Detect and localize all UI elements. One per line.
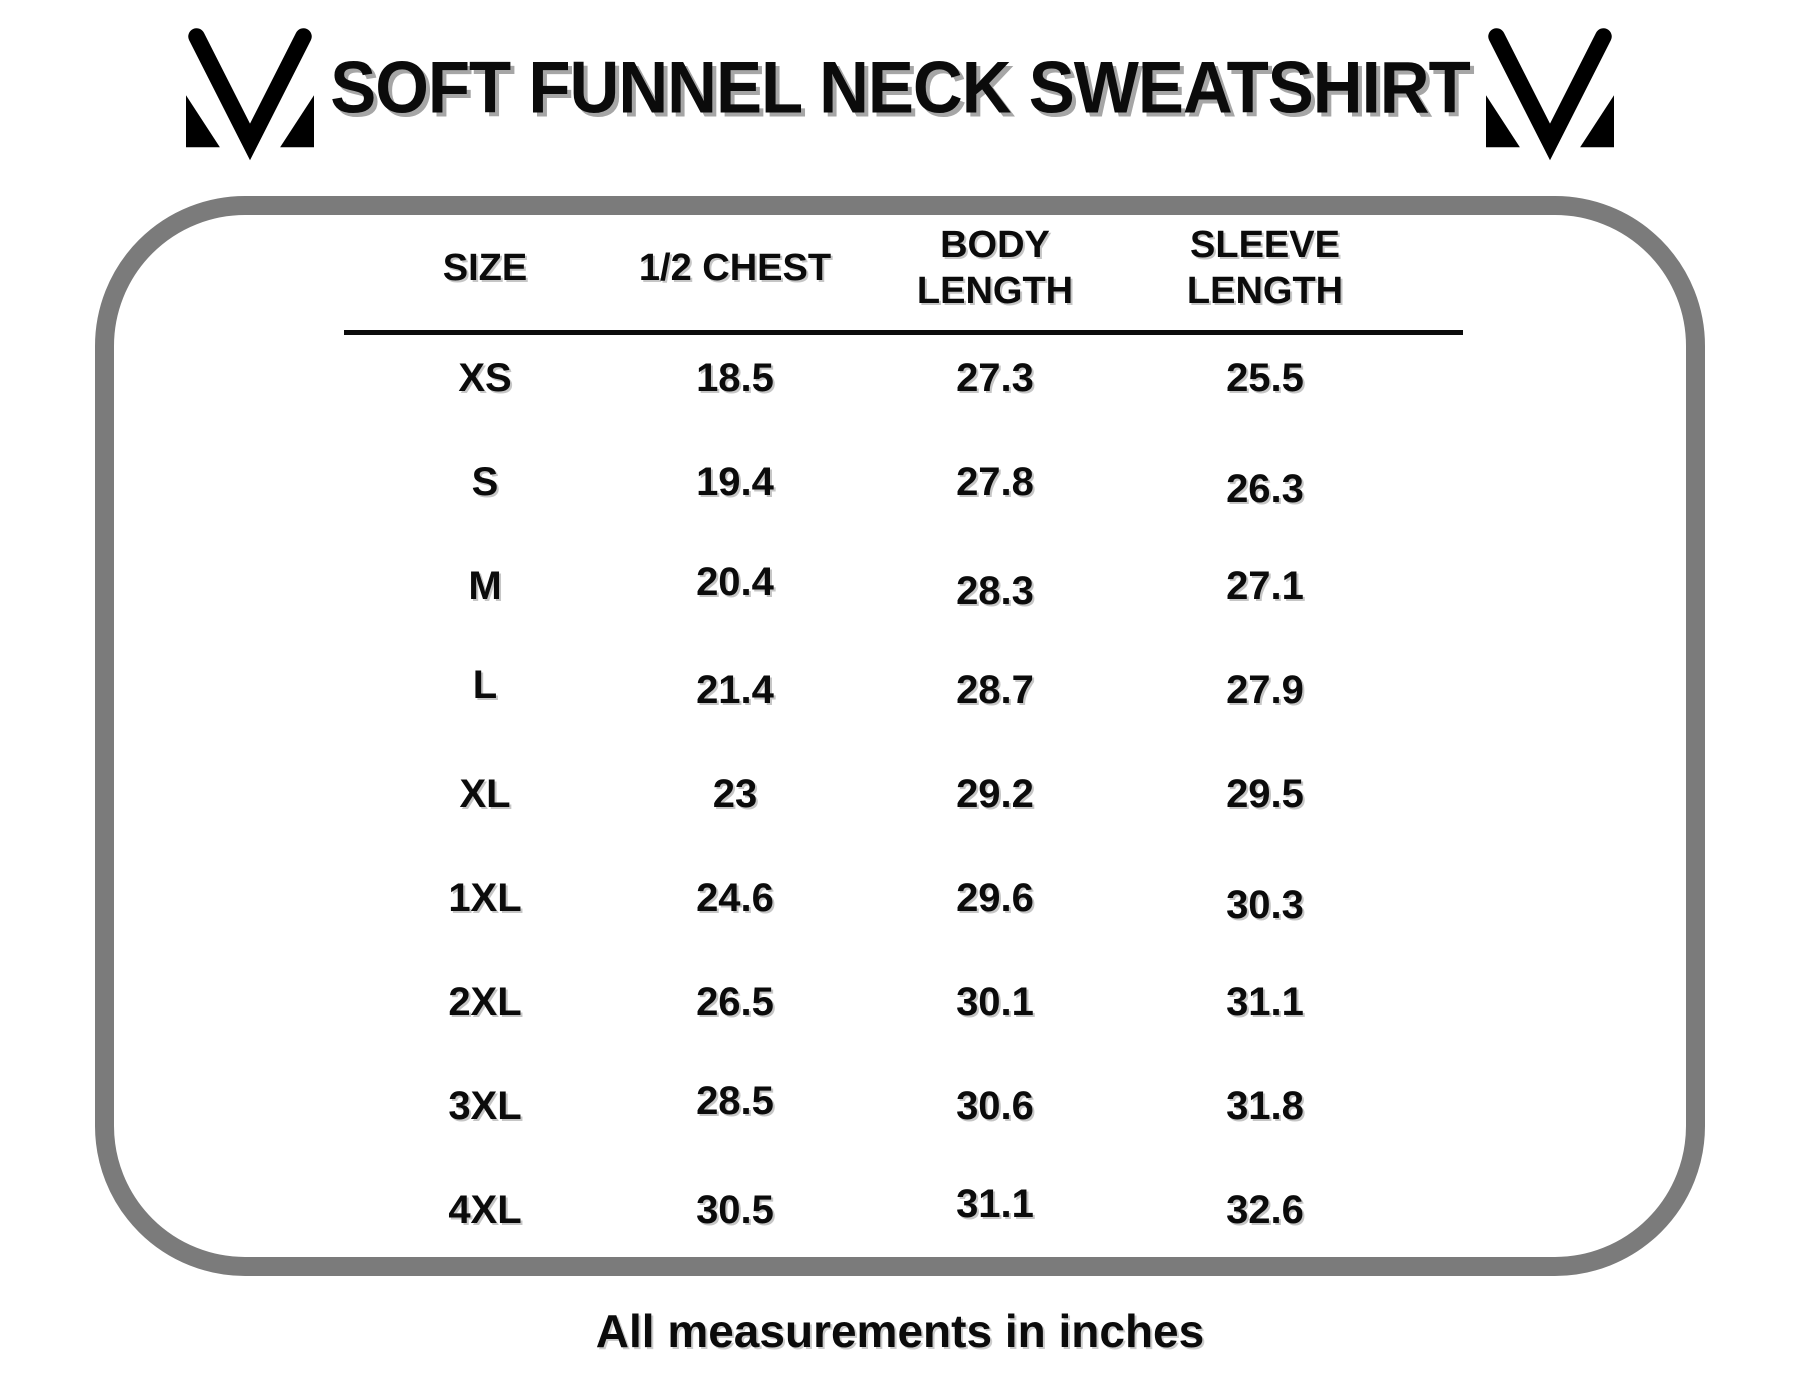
measurements-note: All measurements in inches: [595, 1305, 1205, 1357]
column-header-line: SLEEVE: [1190, 224, 1340, 266]
column-header-line: LENGTH: [1186, 270, 1344, 312]
column-header-size: SIZE: [360, 210, 610, 326]
sleeve-length-value: 32.6: [1226, 1187, 1304, 1232]
size-label: L: [472, 662, 498, 707]
half-chest-value: 21.4: [696, 667, 774, 712]
table-row-l: L 21.4 28.7 27.9: [360, 638, 1400, 742]
half-chest-value: 30.5: [696, 1187, 774, 1232]
table-row-xl: XL 23 29.2 29.5: [360, 742, 1400, 846]
size-label: 3XL: [448, 1083, 522, 1128]
sleeve-length-value: 30.3: [1226, 882, 1304, 927]
size-label: S: [471, 459, 499, 504]
body-length-value: 31.1: [956, 1181, 1034, 1226]
column-header-sleeve-length: SLEEVE LENGTH: [1130, 210, 1400, 326]
column-header-row: SIZE 1/2 CHEST BODY LENGTH SLEEVE LENGTH: [360, 210, 1400, 326]
size-label: 4XL: [448, 1187, 522, 1232]
table-row-3xl: 3XL 28.5 30.6 31.8: [360, 1054, 1400, 1158]
sleeve-length-value: 26.3: [1226, 466, 1304, 511]
half-chest-value: 19.4: [696, 459, 774, 504]
size-label: M: [468, 563, 502, 608]
column-header-body-length: BODY LENGTH: [860, 210, 1130, 326]
size-label: XL: [459, 771, 511, 816]
table-row-s: S 19.4 27.8 26.3: [360, 430, 1400, 534]
sleeve-length-value: 27.1: [1226, 563, 1304, 608]
half-chest-value: 24.6: [696, 875, 774, 920]
half-chest-value: 18.5: [696, 355, 774, 400]
body-length-value: 29.2: [956, 771, 1034, 816]
page-title: SOFT FUNNEL NECK SWEATSHIRT: [330, 46, 1471, 128]
body-length-value: 27.8: [956, 459, 1034, 504]
body-length-value: 29.6: [956, 875, 1034, 920]
size-label: 1XL: [448, 875, 522, 920]
size-label: XS: [458, 355, 512, 400]
half-chest-value: 26.5: [696, 979, 774, 1024]
title-band: SOFT FUNNEL NECK SWEATSHIRT: [0, 26, 1800, 161]
table-row-2xl: 2XL 26.5 30.1 31.1: [360, 950, 1400, 1054]
table-row-1xl: 1XL 24.6 29.6 30.3: [360, 846, 1400, 950]
brand-monogram-icon: [186, 26, 315, 161]
sleeve-length-value: 29.5: [1226, 771, 1304, 816]
half-chest-value: 20.4: [696, 559, 774, 604]
header-divider-line: [344, 330, 1463, 335]
size-table-body: XS 18.5 27.3 25.5 S 19.4 27.8 26.3 M 20.…: [360, 326, 1400, 1262]
body-length-value: 28.3: [956, 568, 1034, 613]
sleeve-length-value: 27.9: [1226, 667, 1304, 712]
column-header-half-chest: 1/2 CHEST: [610, 210, 860, 326]
column-header-line: LENGTH: [916, 270, 1074, 312]
table-row-xs: XS 18.5 27.3 25.5: [360, 326, 1400, 430]
column-header-line: BODY: [940, 224, 1050, 266]
sleeve-length-value: 31.8: [1226, 1083, 1304, 1128]
brand-monogram-icon: [1485, 26, 1614, 161]
sleeve-length-value: 31.1: [1226, 979, 1304, 1024]
half-chest-value: 28.5: [696, 1078, 774, 1123]
body-length-value: 27.3: [956, 355, 1034, 400]
half-chest-value: 23: [712, 771, 758, 816]
body-length-value: 28.7: [956, 667, 1034, 712]
body-length-value: 30.1: [956, 979, 1034, 1024]
table-row-m: M 20.4 28.3 27.1: [360, 534, 1400, 638]
column-header-line: 1/2 CHEST: [638, 247, 832, 289]
size-label: 2XL: [448, 979, 522, 1024]
body-length-value: 30.6: [956, 1083, 1034, 1128]
column-header-line: SIZE: [442, 247, 528, 289]
sleeve-length-value: 25.5: [1226, 355, 1304, 400]
table-row-4xl: 4XL 30.5 31.1 32.6: [360, 1158, 1400, 1262]
size-chart-frame: [95, 196, 1705, 1276]
